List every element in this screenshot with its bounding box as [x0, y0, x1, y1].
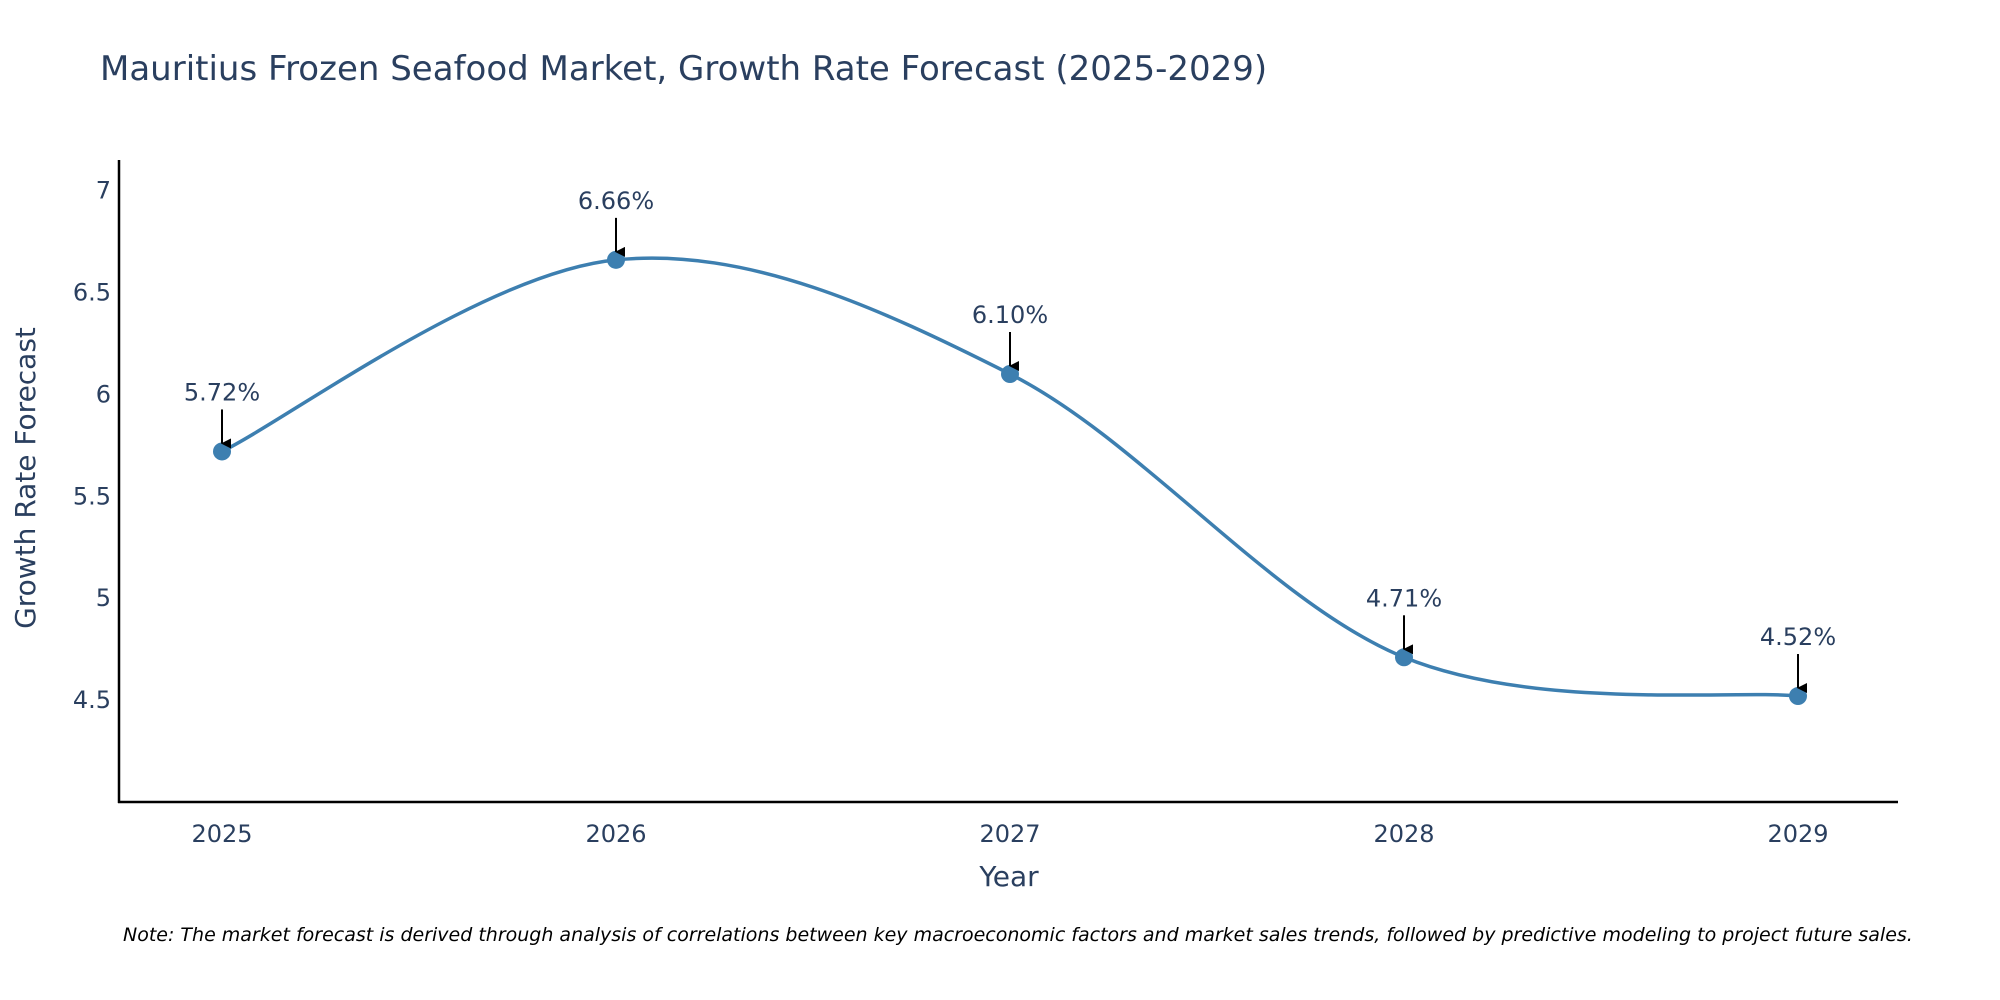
x-tick-label: 2026 [585, 820, 646, 848]
x-tick-label: 2025 [191, 820, 252, 848]
y-tick-label: 5 [96, 584, 111, 612]
x-tick-label: 2027 [979, 820, 1040, 848]
y-tick-label: 6.5 [73, 278, 111, 306]
data-label: 5.72% [184, 378, 260, 406]
data-point [1395, 648, 1413, 667]
axes: 4.5 5 5.5 6 6.5 7 2025 2026 2027 2028 2029 [73, 160, 1898, 848]
data-point [213, 442, 231, 461]
data-label: 4.52% [1760, 623, 1836, 651]
data-point [1789, 687, 1807, 706]
y-tick-label: 6 [96, 380, 111, 408]
x-tick-label: 2028 [1373, 820, 1434, 848]
data-label: 6.66% [578, 187, 654, 215]
chart-note: Note: The market forecast is derived thr… [123, 924, 1913, 946]
x-tick-label: 2029 [1767, 820, 1828, 848]
y-tick-label: 7 [96, 177, 111, 205]
data-label: 6.10% [972, 301, 1048, 329]
y-tick-label: 5.5 [73, 482, 111, 510]
y-tick-label: 4.5 [73, 686, 111, 714]
data-point [607, 250, 625, 269]
data-label: 4.71% [1366, 584, 1442, 612]
chart-title: Mauritius Frozen Seafood Market, Growth … [100, 49, 1267, 89]
data-point [1001, 365, 1019, 383]
y-axis-label: Growth Rate Forecast [9, 327, 42, 629]
x-axis-label: Year [978, 860, 1039, 893]
data-marks-layer: 5.72% 6.66% 6.10% 4.71% 4.52% [184, 187, 1836, 706]
